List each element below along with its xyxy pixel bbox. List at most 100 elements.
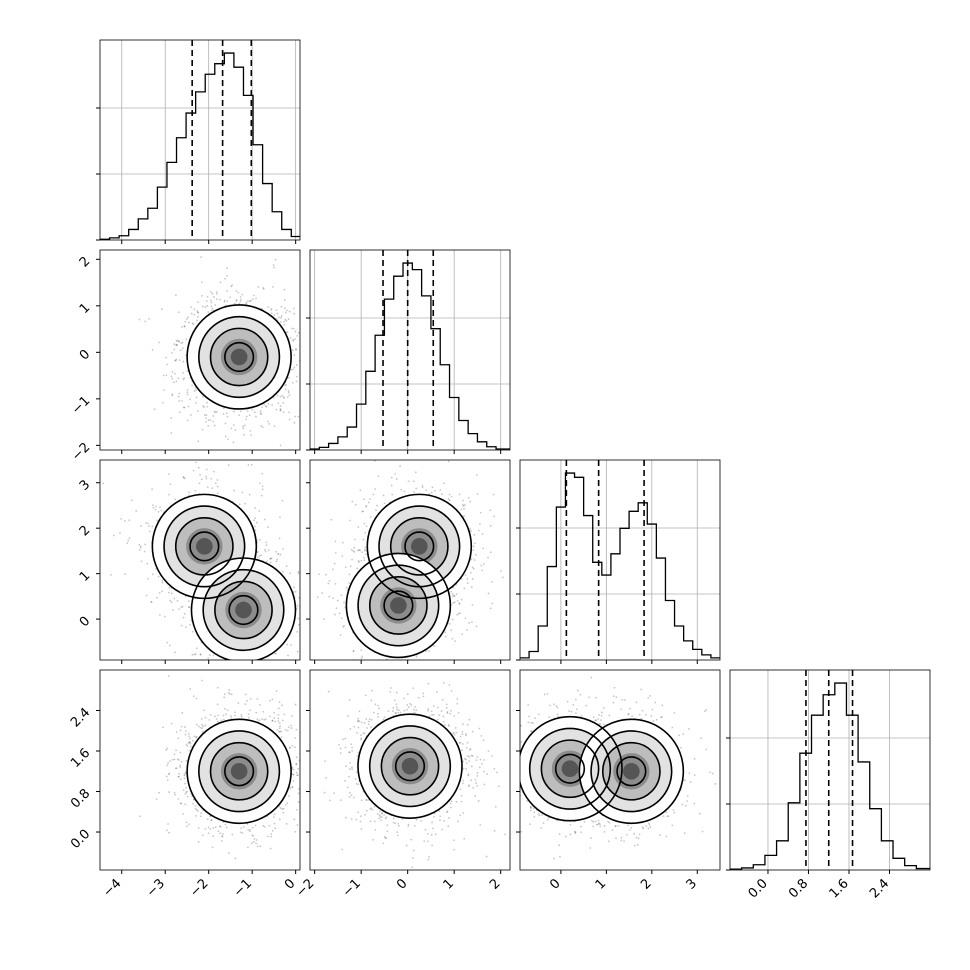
scatter-point [345, 586, 348, 589]
scatter-point [224, 664, 226, 666]
scatter-point [310, 363, 312, 365]
scatter-point [167, 762, 170, 764]
scatter-point [273, 314, 275, 316]
scatter-point [475, 474, 478, 476]
scatter-point [415, 487, 418, 490]
scatter-point [295, 375, 298, 378]
scatter-point [414, 471, 417, 474]
scatter-point [212, 827, 215, 829]
scatter-point [172, 608, 174, 611]
scatter-point [191, 384, 194, 387]
scatter-point [197, 311, 200, 314]
scatter-point [273, 425, 276, 428]
scatter-point [211, 307, 214, 310]
scatter-point [472, 549, 475, 552]
scatter-point [473, 534, 476, 536]
scatter-point [261, 488, 264, 491]
contour-line [190, 557, 297, 660]
scatter-point [407, 480, 410, 483]
scatter-point [291, 381, 294, 384]
scatter-point [281, 499, 284, 502]
scatter-point [282, 548, 284, 550]
scatter-point [182, 616, 185, 619]
scatter-point [324, 671, 326, 673]
scatter-point [273, 813, 276, 815]
scatter-point [261, 718, 263, 720]
scatter-point [239, 296, 242, 298]
scatter-point [458, 602, 461, 605]
scatter-point [175, 380, 178, 383]
joint-panel-p0-p1 [96, 249, 312, 454]
scatter-point [182, 476, 185, 479]
scatter-point [184, 320, 187, 323]
scatter-point [469, 571, 472, 574]
scatter-point [206, 486, 209, 488]
scatter-point [184, 792, 187, 795]
scatter-point [301, 347, 303, 349]
scatter-point [471, 604, 474, 606]
scatter-point [285, 565, 288, 568]
scatter-point [269, 309, 272, 311]
scatter-point [282, 411, 285, 414]
scatter-point [425, 650, 428, 653]
scatter-point [386, 661, 388, 663]
scatter-point [178, 772, 181, 775]
scatter-point [470, 586, 473, 589]
scatter-point [304, 339, 306, 341]
scatter-point [338, 612, 341, 615]
scatter-point [451, 595, 454, 598]
scatter-point [241, 491, 244, 494]
scatter-point [158, 592, 161, 594]
scatter-point [251, 826, 254, 829]
scatter-point [165, 374, 168, 377]
scatter-point [201, 281, 203, 283]
scatter-point [204, 417, 207, 420]
scatter-point [186, 745, 189, 747]
scatter-point [358, 549, 360, 551]
scatter-point [467, 496, 470, 499]
scatter-point [205, 468, 208, 471]
scatter-point [475, 625, 478, 628]
panel-frame [99, 249, 301, 451]
scatter-point [332, 597, 334, 599]
scatter-point [161, 579, 164, 582]
scatter-point [250, 434, 252, 437]
scatter-point [448, 493, 451, 496]
scatter-point [201, 428, 204, 431]
scatter-point [193, 313, 196, 316]
scatter-point [189, 398, 192, 401]
scatter-point [357, 560, 360, 562]
scatter-point [226, 274, 228, 277]
density-region [390, 597, 407, 614]
scatter-point [278, 722, 281, 724]
scatter-point [219, 825, 222, 828]
scatter-point [200, 815, 202, 818]
scatter-point [295, 348, 297, 350]
scatter-point [241, 293, 244, 296]
scatter-point [297, 332, 300, 334]
scatter-point [178, 411, 181, 414]
scatter-point [298, 623, 300, 626]
scatter-point [481, 569, 484, 572]
scatter-point [175, 339, 178, 342]
contour-line [366, 493, 473, 600]
scatter-point [233, 489, 235, 492]
scatter-point [469, 500, 472, 503]
contour-line [209, 327, 269, 387]
panel-frame [729, 669, 931, 871]
scatter-point [188, 606, 191, 609]
scatter-point [442, 482, 445, 485]
scatter-point [195, 736, 197, 739]
scatter-point [275, 523, 277, 525]
scatter-point [187, 494, 190, 497]
scatter-point [284, 384, 286, 387]
scatter-point [153, 408, 156, 411]
scatter-point [246, 699, 248, 702]
scatter-point [150, 601, 153, 604]
scatter-point [193, 390, 196, 393]
scatter-point [210, 301, 213, 304]
scatter-point [206, 401, 209, 404]
scatter-point [284, 318, 287, 321]
scatter-point [196, 311, 199, 314]
scatter-point [189, 745, 192, 748]
